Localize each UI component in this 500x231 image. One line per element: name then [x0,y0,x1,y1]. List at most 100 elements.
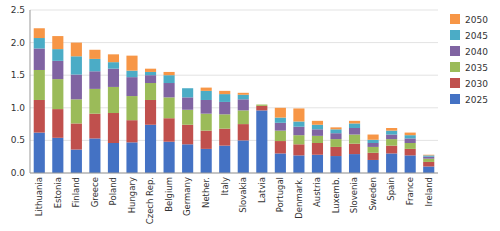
y-tick-label: 2.0 [11,38,26,48]
bar-segment [34,38,45,48]
legend: 205020452040203520302025 [450,14,488,105]
bar-segment [164,83,175,97]
bar-segment [89,114,100,139]
bar-segment [238,110,249,124]
bar-segment [201,100,212,114]
bar-segment [71,43,82,57]
bar-segment [126,120,137,142]
bar-segment [275,131,286,141]
bar-segment [423,154,434,156]
bar-segment [164,142,175,173]
bar-segment [386,139,397,146]
bar-segment [312,121,323,125]
bar-segment [368,140,379,143]
bar-segment [71,123,82,149]
bar-segment [405,143,416,149]
bar-segment [423,155,434,156]
bar-segment [219,91,230,94]
y-tick-label: 1.0 [11,103,26,113]
bar-segment [71,150,82,173]
bar-segment [349,128,360,135]
x-tick-label: Greece [90,177,100,207]
bar-segment [108,143,119,173]
bar-segment [368,153,379,160]
legend-swatch [450,30,460,40]
legend-label: 2050 [465,15,488,25]
legend-label: 2030 [465,79,488,89]
bar-segment [52,79,63,109]
bar-segment [238,95,249,100]
bar-segment [182,125,193,145]
bar-segment [293,135,304,144]
legend-swatch [450,46,460,56]
bar-segment [312,125,323,130]
grid-line [30,10,438,11]
legend-swatch [450,94,460,104]
bar-segment [164,72,175,75]
bar-segment [275,118,286,123]
series [34,70,435,162]
bar-segment [423,166,434,173]
bar-segment [219,114,230,128]
bar-segment [256,106,267,111]
bar-segment [256,104,267,105]
bar-segment [219,146,230,173]
bar-segment [108,62,119,69]
bar-segment [368,143,379,147]
x-tick-label: Slovakia [238,177,248,213]
bar-segment [275,123,286,131]
bar-segment [34,100,45,133]
grid [30,10,438,173]
bar-segment [34,133,45,173]
bar-segment [349,135,360,144]
bar-segment [52,49,63,61]
x-tick-label: Germany [182,177,192,216]
bar-segment [368,135,379,140]
x-axis: LithuaniaEstoniaFinlandGreecePolandHunga… [34,177,433,224]
x-tick-label: Hungary [127,177,137,213]
x-tick-label: France [405,177,415,205]
bar-segment [238,124,249,140]
bar-segment [219,94,230,102]
bar-segment [108,54,119,62]
bar-segment [423,157,434,159]
bar-segment [423,159,434,162]
bar-segment [34,48,45,70]
bar-segment [219,129,230,146]
x-tick-label: Sweden [368,177,378,211]
bar-segment [52,61,63,79]
bar-segment [145,69,156,72]
bar-segment [164,75,175,83]
bar-segment [52,109,63,138]
bar-segment [330,133,341,139]
bar-segment [349,121,360,124]
bar-segment [238,99,249,110]
bar-segment [293,144,304,155]
y-tick-label: 2.5 [11,5,25,15]
bar-segment [52,138,63,173]
bar-segment [312,129,323,136]
x-tick-label: Spain [386,177,396,201]
bar-segment [275,141,286,153]
y-tick-label: 0.5 [11,135,25,145]
grid-line [30,42,438,43]
bar-segment [293,127,304,135]
bar-segment [182,88,193,89]
bar-segment [126,96,137,120]
bar-segment [405,135,416,138]
bar-segment [126,142,137,173]
x-tick-label: Slovenia [349,177,359,213]
bar-segment [182,97,193,109]
bar-segment [201,149,212,173]
bar-segment [89,89,100,114]
bar-segment [52,36,63,49]
bar-segment [238,140,249,173]
legend-label: 2025 [465,95,488,105]
bar-segment [368,160,379,173]
bar-segment [145,100,156,125]
bar-segment [423,162,434,167]
bar-segment [405,149,416,156]
legend-swatch [450,78,460,88]
legend-swatch [450,14,460,24]
bar-segment [275,108,286,118]
